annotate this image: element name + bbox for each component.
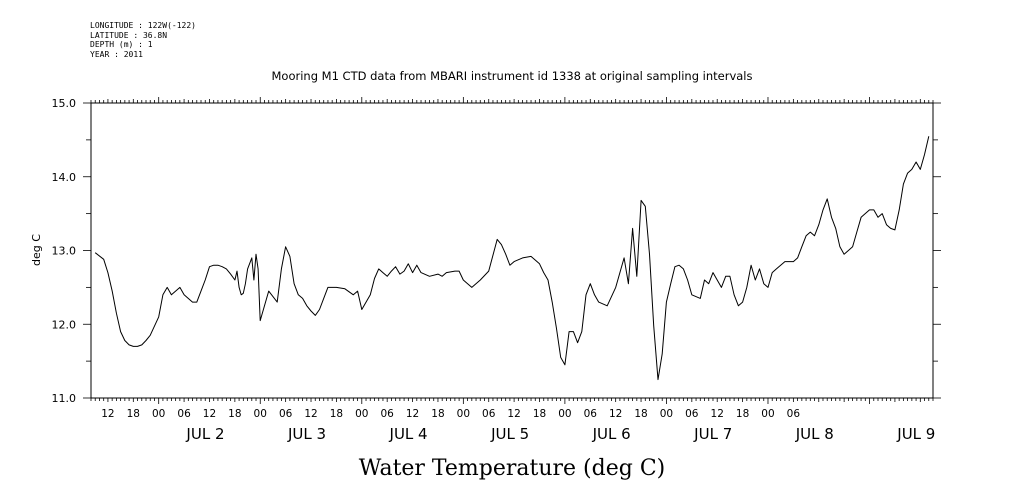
x-tick-label: 12 <box>101 408 114 420</box>
x-day-label: JUL 6 <box>592 425 631 443</box>
data-series <box>94 136 930 381</box>
y-tick-label: 14.0 <box>52 171 77 184</box>
y-tick-label: 13.0 <box>52 245 77 258</box>
y-tick-label: 15.0 <box>52 97 77 110</box>
x-tick-label: 12 <box>711 408 724 420</box>
x-tick-label: 06 <box>482 408 496 420</box>
x-tick-label: 00 <box>254 408 267 420</box>
y-tick-label: 12.0 <box>52 318 77 331</box>
chart-axes: 12 18 00 06 12 18 00 06 12 18 00 06 12 18 00 06 12 18 00 06… <box>52 97 941 443</box>
x-tick-label: 06 <box>279 408 293 420</box>
x-day-label: JUL 4 <box>389 425 428 443</box>
temperature-line <box>94 136 930 381</box>
x-day-label: JUL 8 <box>795 425 834 443</box>
metadata-longitude: LONGITUDE : 122W(-122) <box>90 21 196 30</box>
x-tick-label: 18 <box>228 408 241 420</box>
x-tick-label: 12 <box>304 408 317 420</box>
metadata-depth: DEPTH (m) : 1 <box>90 40 153 49</box>
metadata-year: YEAR : 2011 <box>90 49 143 59</box>
x-day-label: JUL 5 <box>490 425 529 443</box>
x-tick-label: 12 <box>507 408 520 420</box>
x-tick-label: 06 <box>787 408 801 420</box>
y-tick-label: 11.0 <box>52 392 77 405</box>
x-tick-label: 06 <box>584 408 598 420</box>
y-axis-label: deg C <box>30 234 43 266</box>
metadata-block: LONGITUDE : 122W(-122) LATITUDE : 36.8N … <box>90 21 196 59</box>
x-day-label: JUL 7 <box>693 425 732 443</box>
x-tick-label: 12 <box>203 408 216 420</box>
x-tick-label: 12 <box>609 408 622 420</box>
x-tick-label: 18 <box>533 408 546 420</box>
x-tick-label: 00 <box>152 408 165 420</box>
x-tick-label: 06 <box>380 408 394 420</box>
x-tick-label: 18 <box>634 408 647 420</box>
metadata-latitude: LATITUDE : 36.8N <box>90 30 168 40</box>
x-tick-label: 00 <box>660 408 673 420</box>
x-tick-label: 18 <box>431 408 444 420</box>
x-axis-label: Water Temperature (deg C) <box>359 456 666 481</box>
x-tick-label: 00 <box>761 408 774 420</box>
x-tick-label: 18 <box>330 408 343 420</box>
x-day-label: JUL 9 <box>896 425 935 443</box>
x-day-label: JUL 3 <box>287 425 326 443</box>
x-tick-label: 06 <box>177 408 191 420</box>
x-tick-label: 12 <box>406 408 419 420</box>
x-day-label: JUL 2 <box>185 425 224 443</box>
x-tick-label: 00 <box>457 408 470 420</box>
x-tick-label: 18 <box>736 408 749 420</box>
x-tick-label: 00 <box>558 408 571 420</box>
plot-frame <box>90 102 934 399</box>
x-tick-label: 18 <box>127 408 140 420</box>
x-tick-label: 06 <box>685 408 699 420</box>
x-tick-label: 00 <box>355 408 368 420</box>
chart-title: Mooring M1 CTD data from MBARI instrumen… <box>272 69 753 83</box>
